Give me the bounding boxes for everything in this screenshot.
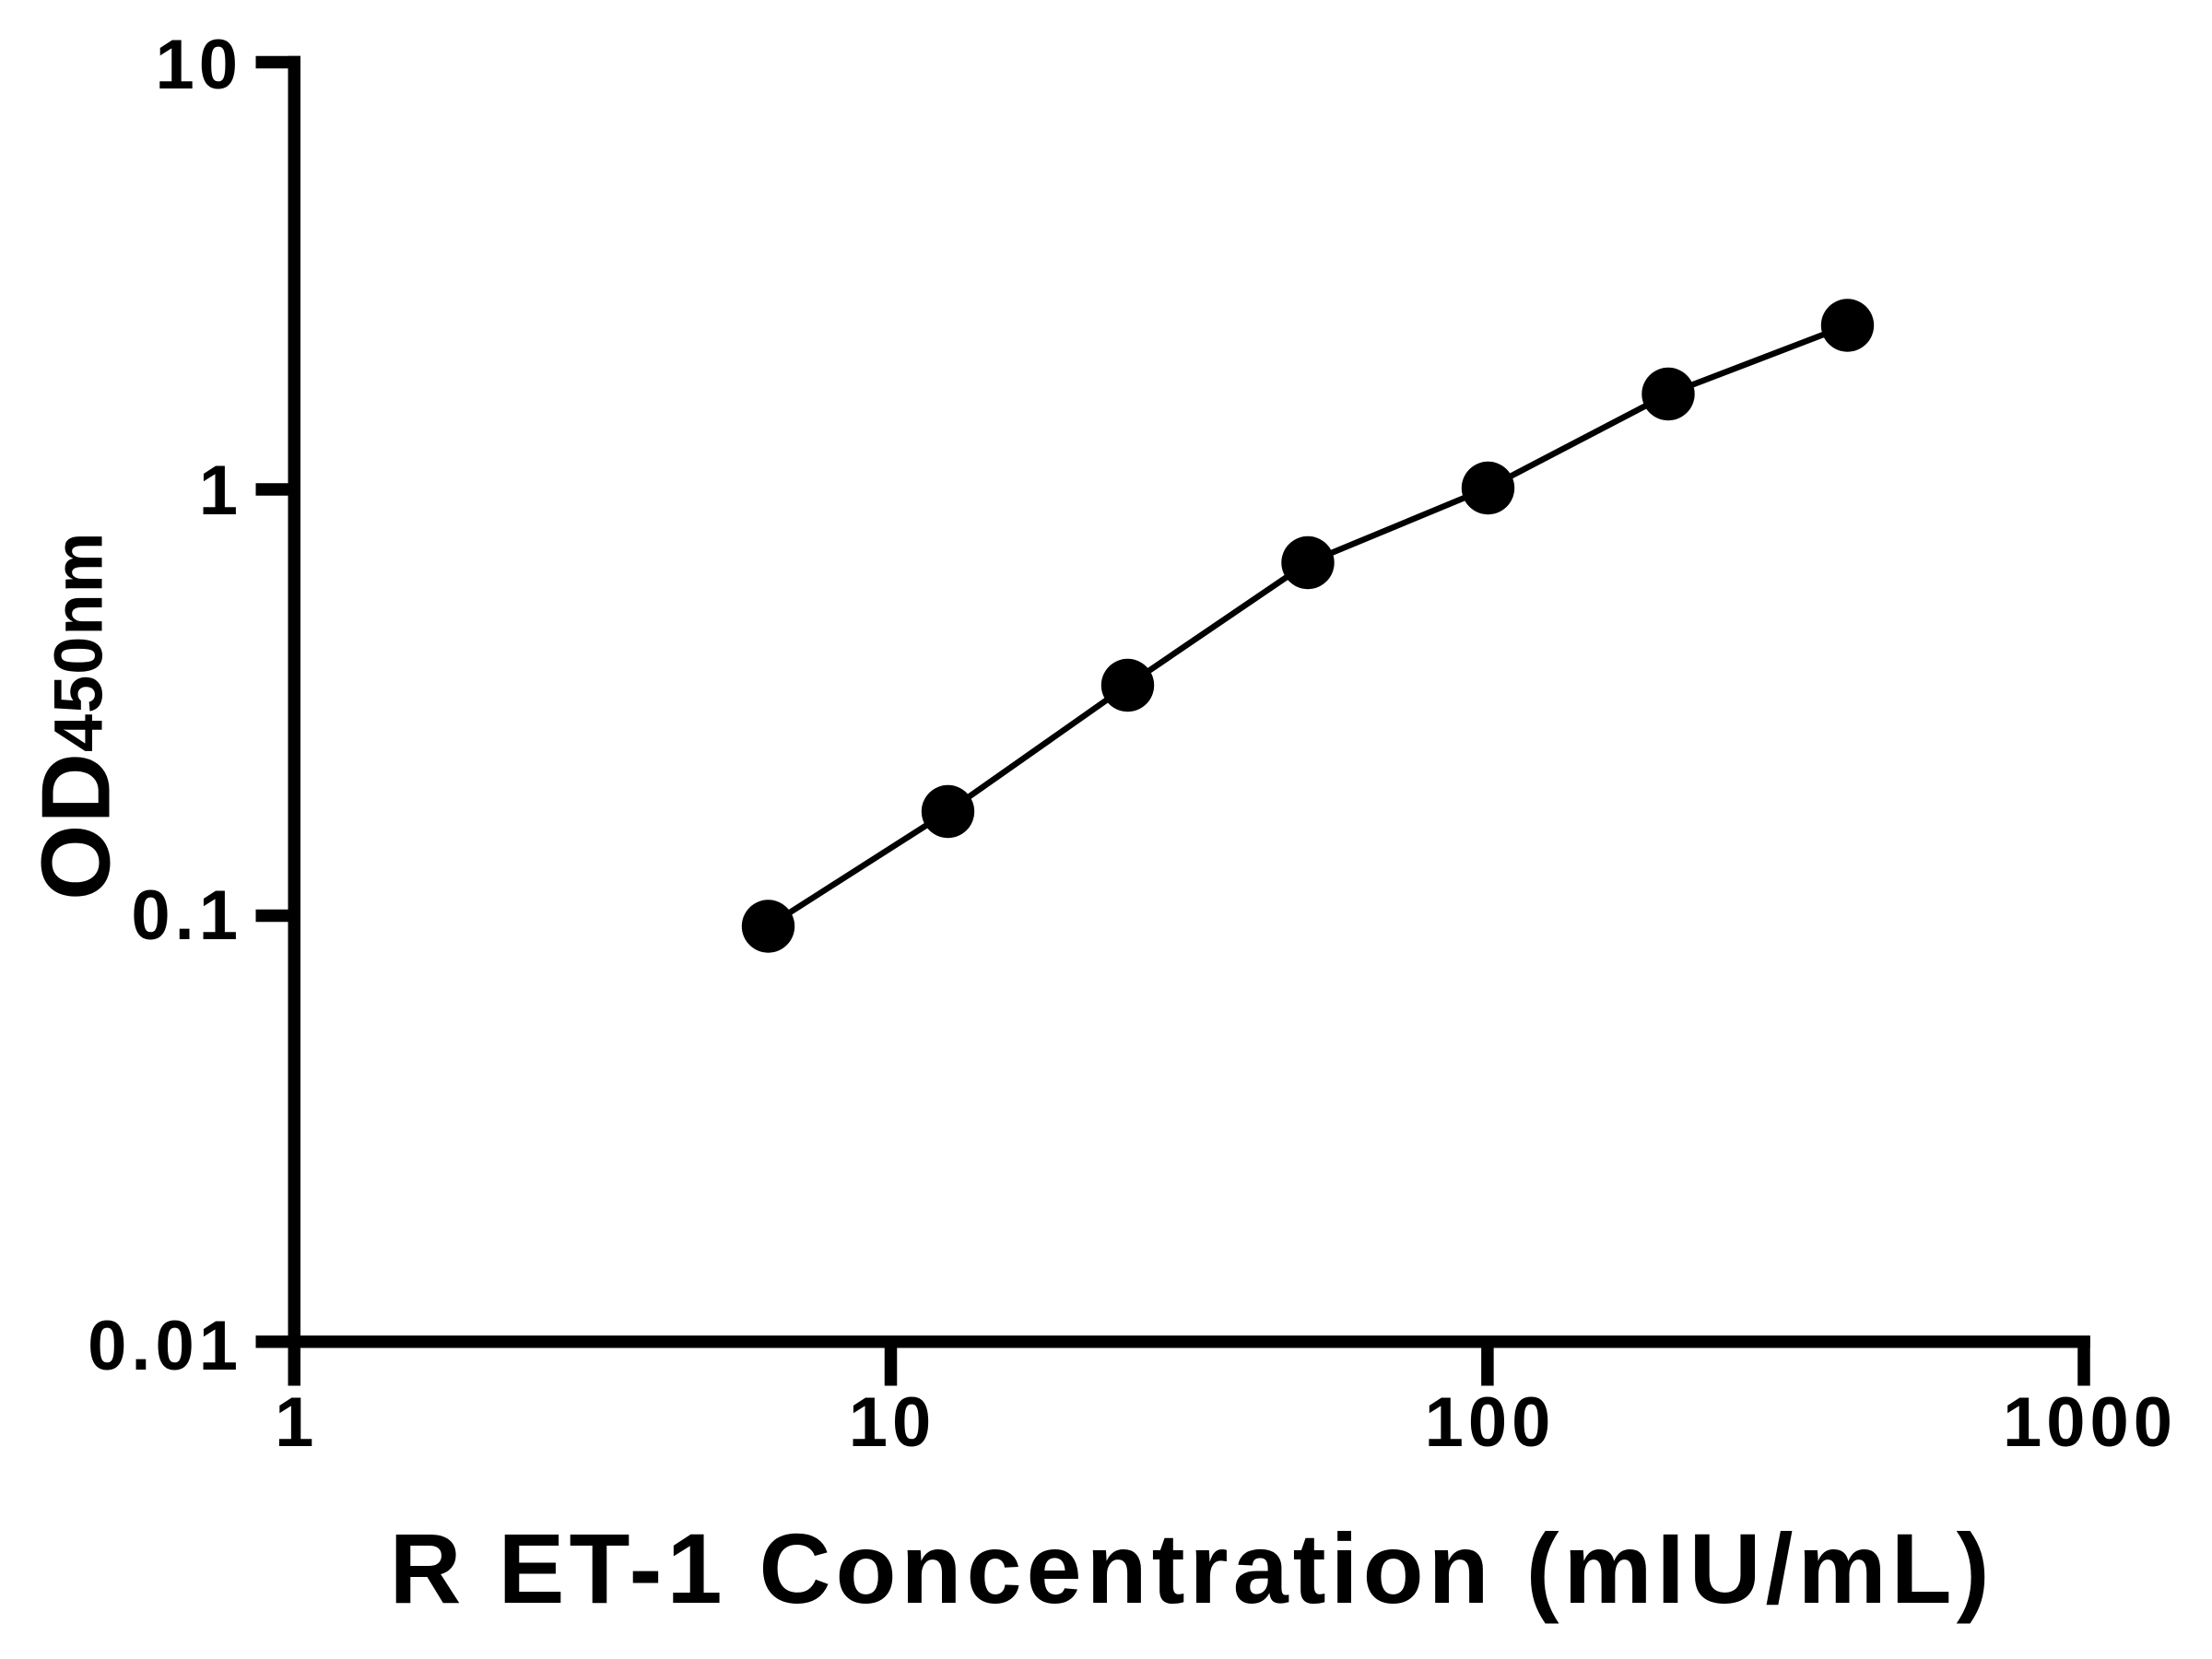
svg-text:100: 100 (1425, 1383, 1556, 1462)
svg-text:10: 10 (849, 1383, 936, 1462)
svg-text:R ET-1 Concentration (mIU/mL): R ET-1 Concentration (mIU/mL) (389, 1512, 1994, 1624)
svg-text:0.01: 0.01 (88, 1307, 242, 1385)
svg-text:10: 10 (155, 26, 242, 104)
svg-text:1000: 1000 (2003, 1383, 2177, 1462)
svg-text:1: 1 (199, 452, 242, 530)
svg-text:0.1: 0.1 (131, 877, 242, 955)
svg-text:1: 1 (275, 1383, 318, 1462)
svg-text:OD450nm: OD450nm (22, 532, 131, 900)
